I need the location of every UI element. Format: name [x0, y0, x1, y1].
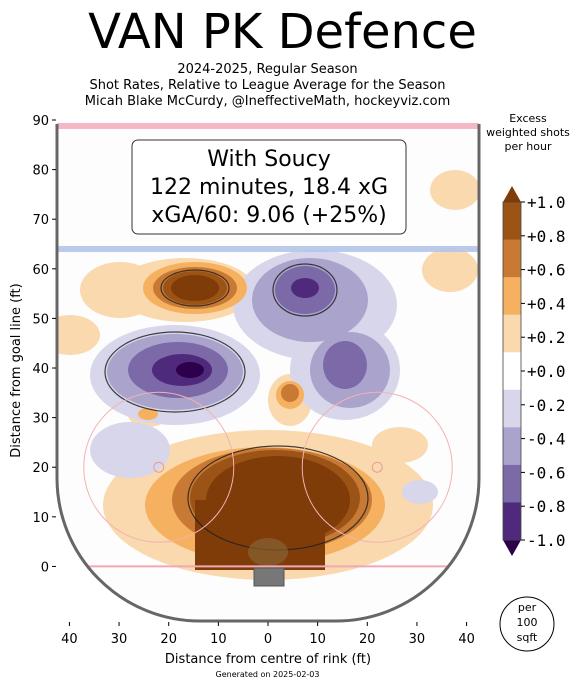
- y-tick-label: 80: [32, 164, 49, 179]
- heat-region-9: [372, 427, 428, 463]
- colorbar-top-arrow: [503, 186, 521, 202]
- faceoff-dot-1: [153, 461, 165, 473]
- subtitle-line-3: Micah Blake McCurdy, @IneffectiveMath, h…: [84, 94, 451, 109]
- unit-badge: [499, 596, 555, 652]
- x-tick-label: 20: [160, 632, 177, 647]
- chart-title: VAN PK Defence: [88, 4, 477, 60]
- y-tick-label: 20: [32, 461, 49, 476]
- contour-line-0: [160, 269, 230, 307]
- heat-region-14: [402, 480, 438, 504]
- goal-net: [253, 567, 285, 587]
- subtitle-line-2: Shot Rates, Relative to League Average f…: [89, 78, 446, 93]
- colorbar-title-line: per hour: [504, 140, 552, 153]
- heat-region-20: [323, 341, 367, 389]
- y-tick-label: 10: [32, 511, 49, 526]
- colorbar-tick-label: +0.2: [527, 328, 566, 347]
- colorbar-tick-label: -0.4: [527, 430, 566, 449]
- heat-region-4: [430, 170, 479, 210]
- x-tick-label: 40: [458, 632, 475, 647]
- colorbar-swatch: [503, 314, 521, 353]
- faceoff-circle-0: [301, 391, 453, 543]
- subtitle-line-1: 2024-2025, Regular Season: [177, 62, 358, 77]
- annotation-line-2: 122 minutes, 18.4 xG: [150, 175, 388, 200]
- x-tick-label: 0: [264, 632, 272, 647]
- y-tick-label: 0: [41, 560, 49, 575]
- colorbar-tick-label: +0.0: [527, 362, 566, 381]
- rink-boards: [55, 124, 481, 623]
- annotation-box: [131, 139, 407, 235]
- x-tick-label: 10: [210, 632, 227, 647]
- heat-region-27: [171, 275, 219, 301]
- y-tick-label: 70: [32, 213, 49, 228]
- colorbar-swatch: [503, 352, 521, 391]
- y-axis-label: Distance from goal line (ft): [9, 283, 24, 457]
- annotation-line-3: xGA/60: 9.06 (+25%): [151, 203, 386, 228]
- heatmap-layer: [57, 170, 479, 580]
- x-axis-label: Distance from centre of rink (ft): [165, 652, 371, 667]
- rink-markings: [57, 122, 479, 587]
- heat-region-30: [138, 408, 158, 420]
- unit-badge-text: 100: [517, 616, 538, 629]
- heat-region-11: [90, 422, 170, 478]
- y-tick-label: 30: [32, 412, 49, 427]
- contour-line-2: [272, 263, 338, 317]
- y-tick-label: 50: [32, 312, 49, 327]
- unit-badge-text: sqft: [517, 631, 538, 644]
- heat-region-29: [281, 384, 299, 402]
- x-tick-label: 30: [409, 632, 426, 647]
- colorbar-tick-label: +0.8: [527, 227, 566, 246]
- x-tick-label: 10: [309, 632, 326, 647]
- heat-region-23: [176, 362, 204, 378]
- colorbar-tick-label: -0.8: [527, 497, 566, 516]
- faceoff-dot-0: [371, 461, 383, 473]
- colorbar-tick-label: +1.0: [527, 193, 566, 212]
- unit-badge-text: per: [518, 601, 537, 614]
- contour-line-1: [104, 331, 246, 413]
- colorbar-tick-label: +0.4: [527, 294, 566, 313]
- y-tick-label: 60: [32, 263, 49, 278]
- colorbar-swatch: [503, 389, 521, 428]
- x-tick-label: 40: [61, 632, 78, 647]
- heat-region-2: [80, 262, 160, 318]
- crease-shade: [248, 538, 288, 566]
- heat-region-5: [422, 248, 478, 292]
- faceoff-circle-1: [83, 391, 235, 543]
- colorbar-tick-label: -0.6: [527, 463, 566, 482]
- colorbar-tick-label: -0.2: [527, 396, 566, 415]
- colorbar-swatch: [503, 427, 521, 466]
- heat-region-3: [57, 315, 100, 355]
- footer-text: Generated on 2025-02-03: [215, 670, 320, 679]
- y-tick-label: 90: [32, 114, 49, 129]
- colorbar-swatch: [503, 502, 521, 541]
- colorbar-swatch: [503, 464, 521, 503]
- x-tick-label: 30: [111, 632, 128, 647]
- y-tick-label: 40: [32, 362, 49, 377]
- colorbar-bottom-arrow: [503, 540, 521, 556]
- x-tick-label: 20: [359, 632, 376, 647]
- heat-region-22: [291, 278, 319, 298]
- annotation-line-1: With Soucy: [207, 147, 330, 172]
- colorbar-swatch: [503, 202, 521, 241]
- colorbar-swatch: [503, 277, 521, 316]
- colorbar-title-line: weighted shots: [486, 126, 570, 139]
- blue-line: [57, 245, 479, 252]
- colorbar-title: Excess weighted shots per hour: [480, 112, 576, 154]
- colorbar-swatch: [503, 239, 521, 278]
- colorbar-tick-label: +0.6: [527, 261, 566, 280]
- center-red-line: [57, 122, 479, 129]
- colorbar-title-line: Excess: [509, 112, 547, 125]
- colorbar-tick-label: -1.0: [527, 531, 566, 550]
